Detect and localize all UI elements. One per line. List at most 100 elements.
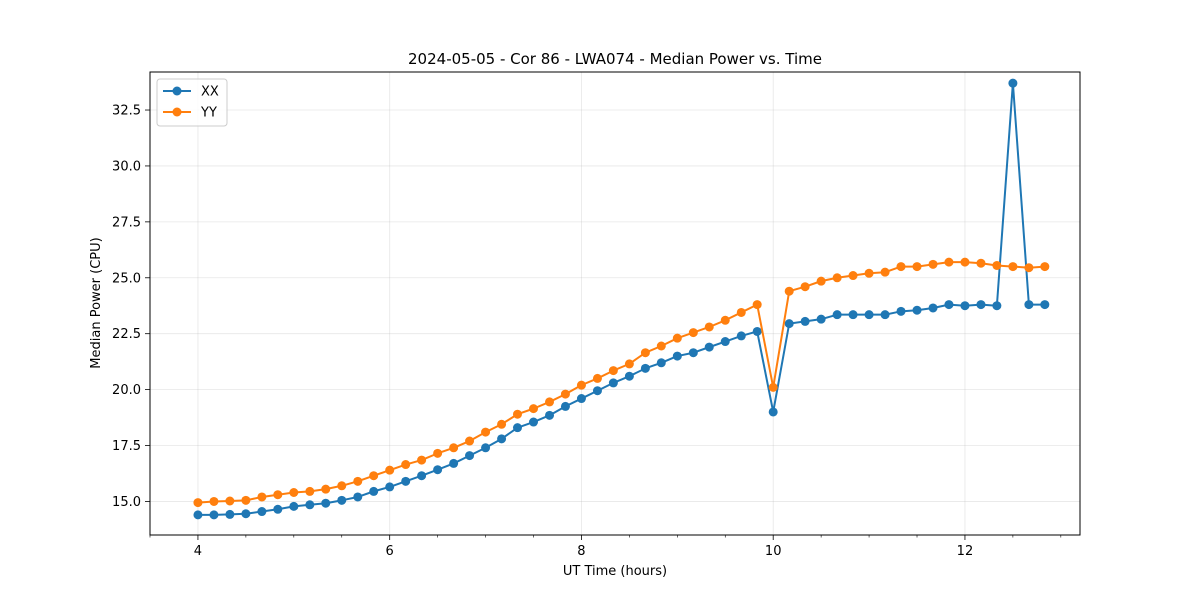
data-point-yy [305,486,315,496]
data-point-yy [608,366,618,376]
data-point-yy [816,276,826,286]
data-point-yy [800,282,810,292]
data-point-yy [848,271,858,281]
data-point-xx [1024,300,1034,310]
data-point-xx [592,386,602,396]
data-point-xx [736,331,746,341]
data-point-xx [640,363,650,373]
data-point-yy [225,496,235,506]
data-point-xx [353,492,363,502]
data-point-yy [512,409,522,419]
data-point-xx [481,443,491,453]
data-point-xx [768,407,778,417]
x-tick-label: 6 [386,544,394,559]
data-point-yy [688,328,698,338]
data-point-yy [1008,262,1018,272]
data-point-xx [497,434,507,444]
data-point-yy [672,333,682,343]
data-point-xx [656,358,666,368]
data-point-xx [401,476,411,486]
data-point-xx [912,305,922,315]
series-xx [193,78,1050,520]
data-point-yy [704,322,714,332]
series-yy [193,257,1050,508]
data-point-yy [369,471,379,481]
data-point-xx [832,310,842,320]
data-point-yy [592,373,602,383]
data-point-yy [193,498,203,508]
data-point-xx [529,417,539,427]
grid [150,72,1080,535]
data-point-yy [497,419,507,429]
data-point-yy [401,460,411,470]
data-point-xx [896,306,906,316]
data-point-xx [1040,300,1050,310]
data-point-yy [529,404,539,414]
data-point-yy [241,495,251,505]
y-tick-label: 17.5 [112,439,141,454]
legend: XX YY [156,78,228,127]
data-point-xx [1008,78,1018,88]
data-point-xx [321,498,331,508]
data-point-yy [1024,263,1034,273]
data-point-xx [560,401,570,411]
x-tick-label: 8 [577,544,585,559]
data-point-xx [369,486,379,496]
data-point-xx [928,303,938,313]
data-point-yy [896,262,906,272]
data-point-xx [848,310,858,320]
data-point-xx [512,423,522,433]
data-point-xx [624,371,634,381]
data-point-xx [257,507,267,517]
y-tick-label: 20.0 [112,383,141,398]
data-point-xx [704,342,714,352]
x-tick-label: 4 [194,544,202,559]
ticks: 4 6 8 10 12 15.0 17.5 20.0 22.5 25.0 27.5 30.0 32.5 [112,104,1062,559]
data-point-yy [928,259,938,269]
data-point-yy [864,268,874,278]
data-point-xx [880,310,890,320]
legend-item-yy: YY [163,106,217,121]
data-point-yy [545,397,555,407]
data-point-xx [305,500,315,510]
y-tick-label: 27.5 [112,215,141,230]
data-point-yy [353,476,363,486]
data-point-yy [1040,262,1050,272]
data-point-xx [209,510,219,520]
y-tick-label: 22.5 [112,327,141,342]
data-point-xx [720,337,730,347]
data-point-xx [465,451,475,461]
data-point-yy [576,380,586,390]
data-point-yy [992,260,1002,270]
y-axis-label: Median Power (CPU) [89,237,104,368]
data-point-xx [608,378,618,388]
data-point-yy [449,443,459,453]
y-tick-label: 15.0 [112,495,141,510]
data-point-yy [289,488,299,498]
data-point-xx [784,319,794,329]
data-point-yy [624,359,634,369]
data-point-xx [816,314,826,324]
legend-item-xx: XX [163,85,219,100]
data-point-xx [752,326,762,336]
y-tick-label: 25.0 [112,271,141,286]
x-tick-label: 10 [765,544,782,559]
data-point-xx [433,465,443,475]
data-point-xx [193,510,203,520]
data-point-xx [241,509,251,519]
data-point-xx [944,300,954,310]
data-point-yy [433,448,443,458]
data-point-yy [209,496,219,506]
data-point-yy [465,436,475,446]
x-tick-label: 12 [957,544,974,559]
data-point-xx [289,501,299,511]
data-point-yy [417,455,427,465]
data-point-yy [880,267,890,277]
data-point-xx [960,301,970,311]
x-axis-label: UT Time (hours) [563,564,667,579]
data-point-yy [481,427,491,437]
chart-title: 2024-05-05 - Cor 86 - LWA074 - Median Po… [408,50,822,68]
data-point-xx [337,495,347,505]
data-point-xx [976,300,986,310]
